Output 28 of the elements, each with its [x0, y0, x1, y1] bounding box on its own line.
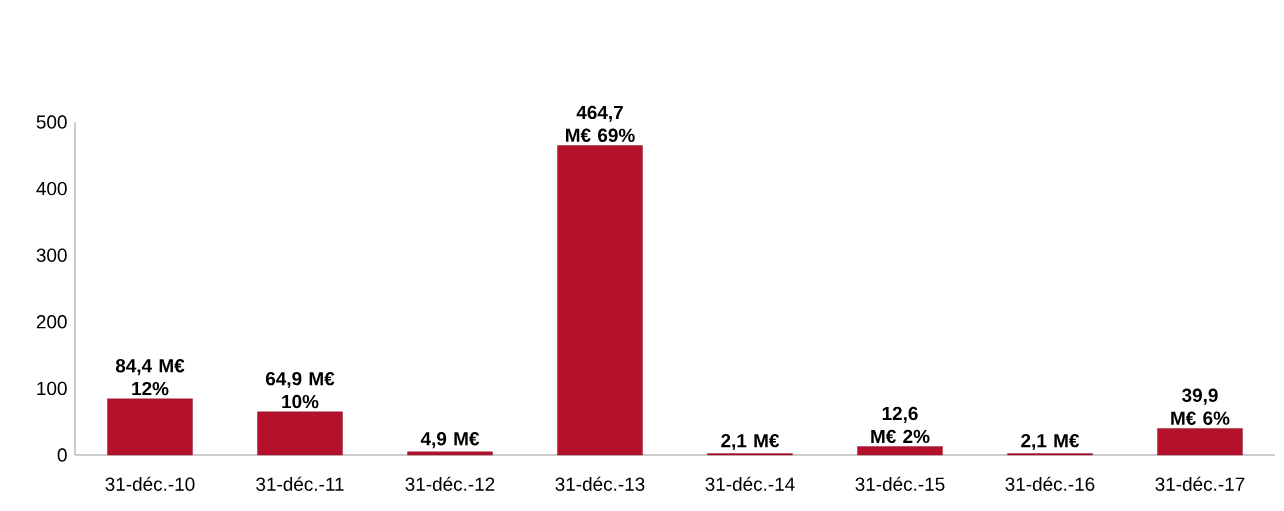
x-tick-label: 31-déc.-16 — [1005, 476, 1095, 491]
y-tick-label: 500 — [36, 115, 67, 129]
y-tick-label: 400 — [36, 181, 67, 196]
y-tick-label: 0 — [57, 448, 67, 462]
bar — [857, 446, 943, 456]
bar — [407, 451, 493, 456]
bar — [107, 398, 193, 456]
y-tick-label: 200 — [36, 315, 67, 329]
data-label: 2,1 M€ — [721, 433, 780, 451]
y-tick-label: 100 — [37, 381, 67, 396]
x-tick-label: 31-déc.-13 — [555, 476, 645, 491]
bar — [1157, 428, 1243, 456]
bar — [557, 145, 643, 456]
data-label: 464,7 M€ 69% — [566, 105, 635, 142]
x-tick-label: 31-déc.-15 — [855, 476, 945, 491]
x-tick-label: 31-déc.-10 — [105, 476, 195, 491]
x-tick-label: 31-déc.-11 — [256, 476, 344, 491]
data-label: 2,1 M€ — [1021, 433, 1080, 451]
data-label: 64,9 M€ 10% — [265, 371, 335, 409]
data-label: 4,9 M€ — [420, 432, 480, 449]
x-tick-label: 31-déc.-12 — [405, 476, 495, 491]
data-label: 12,6 M€ 2% — [871, 406, 930, 444]
x-tick-label: 31-déc.-17 — [1155, 476, 1245, 491]
data-label: 39,9 M€ 6% — [1171, 388, 1230, 425]
x-tick-label: 31-déc.-14 — [705, 476, 795, 491]
bar — [257, 411, 343, 456]
data-label: 84,4 M€ 12% — [115, 358, 185, 396]
y-tick-label: 300 — [36, 248, 67, 262]
